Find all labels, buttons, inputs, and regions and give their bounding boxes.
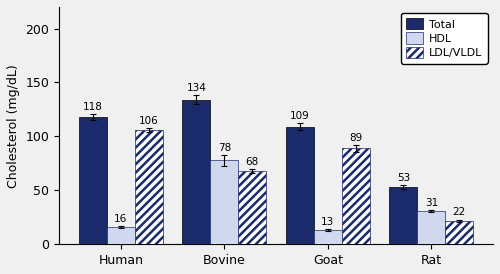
Text: 78: 78 [218, 142, 231, 153]
Text: 22: 22 [452, 207, 466, 217]
Text: 68: 68 [246, 157, 259, 167]
Bar [107, 227, 134, 244]
Bar [286, 127, 314, 244]
Text: 16: 16 [114, 214, 128, 224]
Bar [342, 148, 370, 244]
Text: 13: 13 [321, 217, 334, 227]
Bar [134, 130, 162, 244]
Bar [210, 160, 238, 244]
Bar [446, 221, 473, 244]
Bar [390, 187, 417, 244]
Bar [79, 117, 107, 244]
Legend: Total, HDL, LDL/VLDL: Total, HDL, LDL/VLDL [401, 13, 488, 64]
Text: 31: 31 [425, 198, 438, 208]
Bar [238, 171, 266, 244]
Text: 118: 118 [83, 102, 102, 112]
Text: 134: 134 [186, 83, 206, 93]
Text: 53: 53 [397, 173, 410, 183]
Text: 106: 106 [139, 116, 158, 126]
Y-axis label: Cholesterol (mg/dL): Cholesterol (mg/dL) [7, 64, 20, 187]
Bar [314, 230, 342, 244]
Bar [418, 211, 446, 244]
Text: 89: 89 [349, 133, 362, 143]
Text: 109: 109 [290, 111, 310, 121]
Bar [182, 100, 210, 244]
